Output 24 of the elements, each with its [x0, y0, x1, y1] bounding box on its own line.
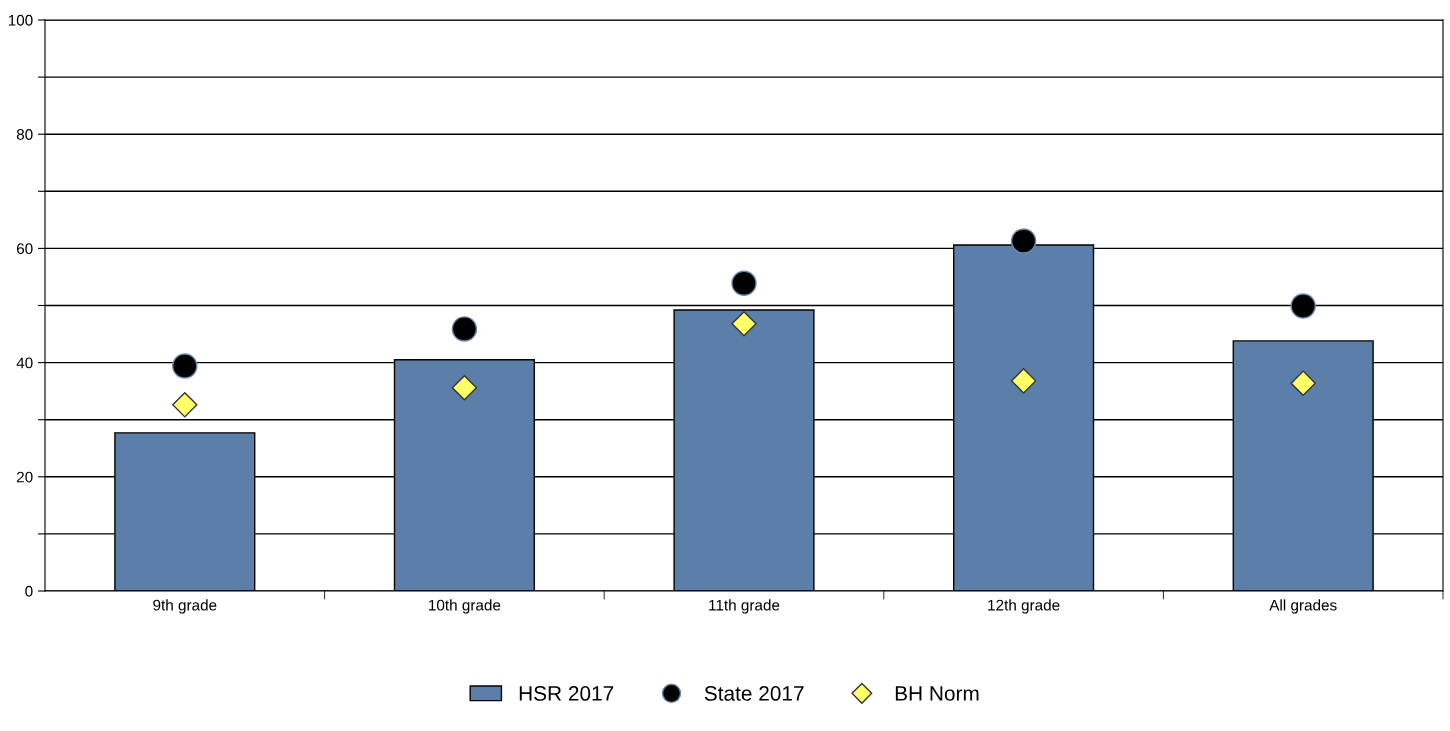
point [731, 311, 757, 337]
point [172, 353, 198, 379]
y-tick-label: 100 [8, 14, 33, 26]
y-tick-label: 60 [16, 243, 33, 255]
point [1010, 228, 1037, 254]
point [731, 270, 757, 296]
point [451, 316, 478, 342]
point [1010, 368, 1037, 394]
point [1290, 370, 1316, 396]
point [451, 375, 478, 401]
x-tick-label: 9th grade [153, 599, 217, 614]
x-tick-label: 11th grade [709, 599, 780, 614]
y-tick-label: 20 [16, 471, 33, 483]
x-tick-label: 10th grade [429, 599, 501, 614]
legend-label: HSR 2017 [519, 686, 614, 701]
x-tick-label: All grades [1269, 599, 1337, 614]
legend-label: State 2017 [704, 686, 804, 701]
x-tick-label: 12th grade [988, 599, 1060, 614]
legend-label: BH Norm [895, 686, 979, 701]
point [172, 392, 198, 418]
y-tick-label: 40 [16, 357, 33, 369]
point [1290, 293, 1316, 319]
y-tick-label: 80 [16, 129, 33, 140]
y-tick-label: 0 [25, 585, 33, 597]
